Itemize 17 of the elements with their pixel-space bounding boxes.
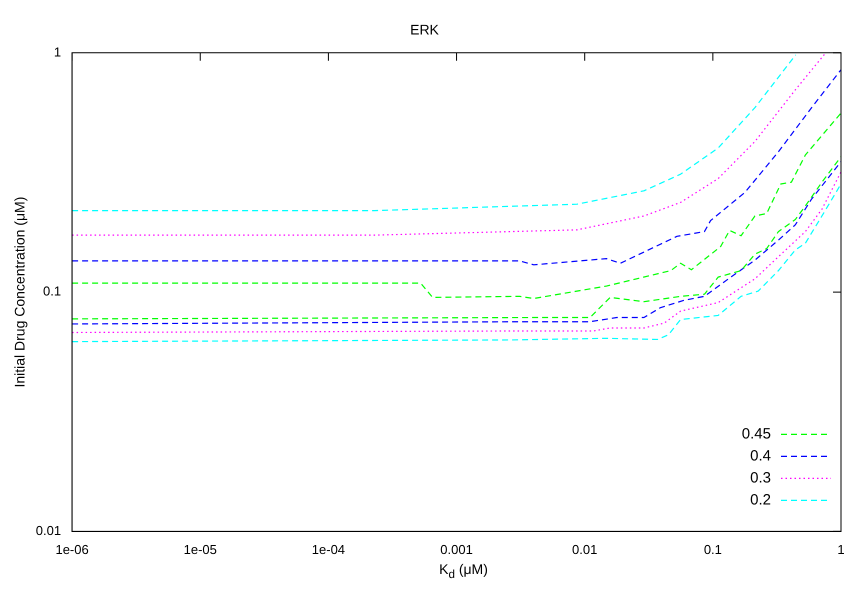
chart-title: ERK: [410, 21, 440, 38]
legend-label: 0.45: [742, 426, 771, 443]
x-axis-title: K$_{d}$ (μM): [438, 561, 489, 581]
x-tick-label: 1e-06: [55, 542, 89, 557]
legend-label: 0.3: [750, 470, 771, 487]
y-tick-label: 0.1: [43, 284, 62, 299]
x-tick-label: 0.01: [572, 542, 598, 557]
y-tick-label: 1: [54, 44, 62, 60]
x-tick-label: 1: [837, 542, 845, 557]
y-tick-label: 0.01: [36, 522, 62, 538]
legend-label: 0.4: [750, 448, 771, 465]
x-tick-label: 0.001: [440, 542, 473, 557]
x-tick-label: 1e-04: [312, 542, 346, 557]
x-tick-label: 0.1: [704, 542, 722, 557]
x-tick-label: 1e-05: [184, 542, 217, 557]
legend-label: 0.2: [750, 492, 771, 509]
y-axis-title: Initial Drug Concentration (μM): [11, 196, 28, 388]
